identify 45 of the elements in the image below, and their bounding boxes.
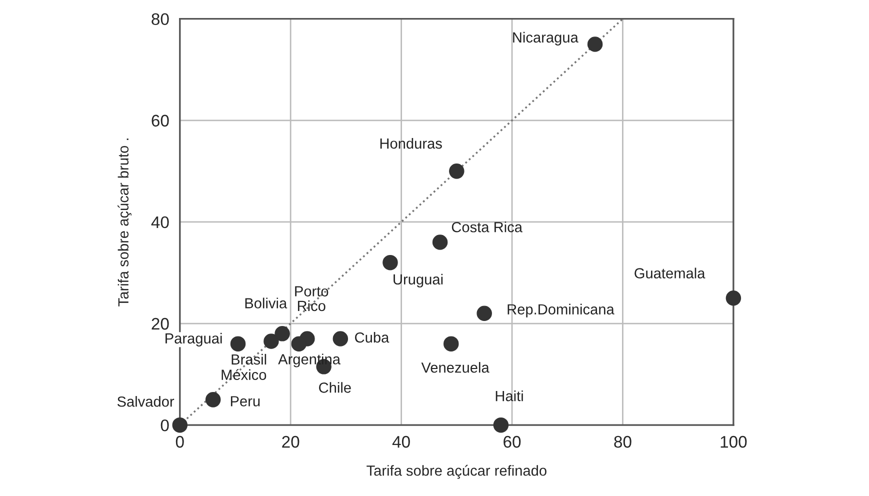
annotation: Porto Rico	[295, 286, 328, 312]
annotation: Guatemala	[634, 268, 706, 278]
point	[587, 36, 603, 52]
y-tick-label: 20	[152, 318, 169, 330]
point	[432, 234, 448, 250]
point	[726, 290, 742, 306]
point	[264, 334, 279, 349]
annotation: Salvador	[117, 396, 174, 407]
annotation: Rep.Dominicana	[508, 304, 614, 318]
x-tick-label: 100	[720, 436, 747, 448]
point	[230, 336, 246, 352]
point	[205, 392, 221, 408]
point	[172, 417, 188, 433]
annotation: Honduras	[380, 138, 442, 149]
annotation: Cuba	[355, 332, 390, 343]
point	[291, 336, 307, 352]
x-tick-label: 0	[176, 436, 184, 448]
point	[476, 306, 492, 321]
annotation: Bolivia	[245, 298, 288, 308]
x-tick-label: 60	[504, 436, 521, 448]
y-tick-label: 80	[152, 13, 169, 26]
annotation: México	[222, 369, 266, 380]
point	[274, 326, 290, 342]
annotation: Costa Rica	[452, 222, 522, 232]
point	[332, 331, 348, 346]
annotation: Nicaragua	[513, 32, 578, 46]
y-tick-label: 0	[160, 419, 169, 432]
annotation: Brasil	[232, 354, 266, 365]
annotation: Paraguai	[166, 332, 222, 346]
x-tick-label: 20	[282, 436, 300, 448]
y-axis-title: Tarifa sobre açúcar bruto .	[118, 138, 132, 306]
x-tick-label: 80	[614, 436, 632, 448]
x-axis-title: Tarifa sobre açúcar refinado	[366, 464, 546, 479]
y-tick-label: 60	[152, 114, 169, 127]
annotation: Venezuela	[421, 362, 490, 373]
y-tick-label: 40	[151, 216, 169, 228]
annotation: Haiti	[496, 390, 523, 402]
point	[493, 417, 509, 433]
annotation: Chile	[319, 382, 351, 393]
point	[382, 254, 398, 270]
annotation: Uruguai	[394, 274, 443, 288]
x-tick-label: 40	[392, 436, 410, 448]
annotation: Peru	[230, 396, 260, 406]
point	[443, 336, 459, 352]
point	[449, 164, 464, 179]
